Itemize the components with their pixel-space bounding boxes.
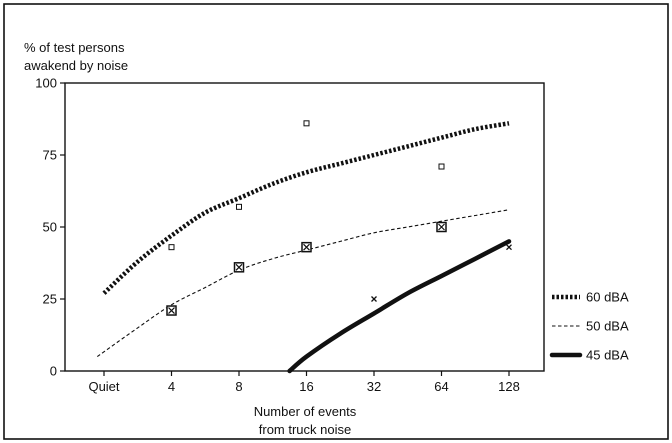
x-tick-label-16: 16 <box>299 379 313 394</box>
curve-60-dba <box>102 121 510 295</box>
x-tick-label-8: 8 <box>235 379 242 394</box>
x-axis-title-line-1: Number of events <box>254 404 357 419</box>
point-60-dba-2 <box>236 203 242 210</box>
y-tick-label-100: 100 <box>35 76 57 91</box>
point-50-dba-2 <box>233 262 245 273</box>
point-60-dba-1 <box>168 244 175 251</box>
y-tick-label-0: 0 <box>50 364 57 379</box>
y-axis-ticks: 0 25 50 75 100 <box>35 76 65 379</box>
series-markers <box>166 120 512 316</box>
point-50-dba-3 <box>301 241 312 253</box>
point-50-dba-1 <box>166 305 177 316</box>
point-45-dba-2 <box>506 244 512 251</box>
curve-50-dba <box>96 209 510 358</box>
point-50-dba-4 <box>436 221 447 233</box>
point-60-dba-4 <box>438 163 445 170</box>
outer-frame <box>3 3 669 440</box>
x-tick-label-64: 64 <box>434 379 448 394</box>
legend: 60 dBA 50 dBA 45 dBA <box>549 290 629 363</box>
point-50-dba-2-cross <box>235 263 243 271</box>
x-tick-label-32: 32 <box>367 379 381 394</box>
x-tick-label-128: 128 <box>498 379 520 394</box>
y-tick-label-50: 50 <box>43 220 57 235</box>
curve-45-dba <box>287 239 512 374</box>
y-tick-label-25: 25 <box>43 292 57 307</box>
x-tick-label-quiet: Quiet <box>88 379 119 394</box>
x-axis-title-line-2: from truck noise <box>259 422 351 437</box>
y-tick-label-75: 75 <box>43 148 57 163</box>
point-60-dba-3 <box>303 120 310 127</box>
point-50-dba-1-cross <box>168 307 175 314</box>
legend-label-60-dba: 60 dBA <box>586 290 629 305</box>
x-axis-ticks: Quiet 4 8 16 32 64 128 <box>88 371 520 394</box>
legend-label-45-dba: 45 dBA <box>586 348 629 363</box>
legend-label-50-dba: 50 dBA <box>586 319 629 334</box>
point-45-dba-1 <box>371 296 377 302</box>
y-axis-title-line-1: % of test persons <box>24 40 125 55</box>
point-50-dba-3-cross <box>303 243 310 251</box>
x-tick-label-4: 4 <box>168 379 175 394</box>
y-axis-title-line-2: awakend by noise <box>24 58 128 73</box>
point-50-dba-4-cross <box>438 223 445 231</box>
